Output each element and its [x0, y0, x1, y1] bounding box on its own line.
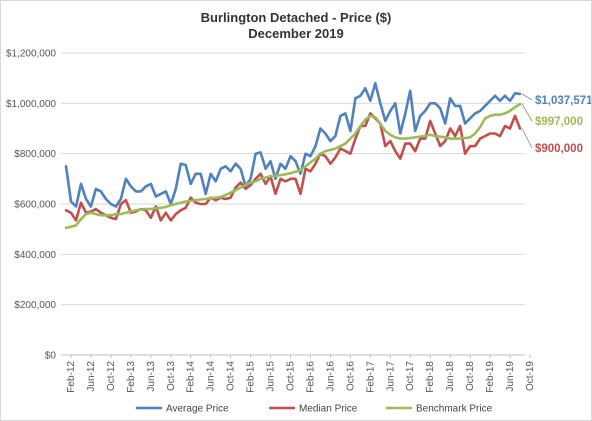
end-label-benchmark-price: $997,000	[535, 116, 583, 128]
x-tick-label: Feb-12	[66, 361, 77, 393]
x-tick-label: Feb-19	[485, 361, 496, 393]
series-line-average-price	[64, 81, 522, 208]
y-tick-label: $1,200,000	[6, 49, 56, 60]
x-tick-label: Feb-17	[365, 361, 376, 393]
legend-label: Median Price	[299, 404, 358, 415]
x-tick-label: Oct-18	[465, 361, 476, 391]
y-tick-label: $400,000	[14, 250, 56, 261]
x-tick-label: Feb-18	[425, 361, 436, 393]
x-tick-label: Feb-16	[305, 361, 316, 393]
end-label-leader	[521, 128, 533, 149]
end-label-leader	[521, 103, 533, 122]
x-tick-label: Jun-16	[325, 361, 336, 392]
x-tick-label: Oct-15	[286, 361, 297, 391]
x-tick-label: Feb-15	[246, 361, 257, 393]
x-tick-label: Feb-14	[186, 361, 197, 393]
x-tick-label: Jun-13	[146, 361, 157, 392]
x-tick-label: Jun-12	[86, 361, 97, 392]
end-label-average-price: $1,037,571	[535, 95, 591, 107]
x-tick-label: Feb-13	[126, 361, 137, 393]
y-tick-label: $0	[45, 351, 57, 362]
x-tick-label: Oct-19	[525, 361, 536, 391]
x-tick-label: Oct-14	[226, 361, 237, 391]
y-tick-label: $200,000	[14, 300, 56, 311]
chart-title: Burlington Detached - Price ($)	[200, 10, 392, 25]
x-tick-label: Jun-19	[505, 361, 516, 392]
series-line-benchmark-price	[64, 102, 522, 230]
x-tick-label: Jun-14	[206, 361, 217, 392]
legend-label: Average Price	[166, 404, 229, 415]
y-tick-label: $600,000	[14, 200, 56, 211]
x-tick-label: Oct-16	[345, 361, 356, 391]
x-tick-label: Oct-17	[405, 361, 416, 391]
x-tick-label: Jun-17	[385, 361, 396, 392]
y-tick-label: $1,000,000	[6, 99, 56, 110]
end-label-median-price: $900,000	[535, 143, 583, 155]
chart-subtitle: December 2019	[248, 26, 344, 41]
x-tick-label: Oct-12	[106, 361, 117, 391]
y-tick-label: $800,000	[14, 149, 56, 160]
x-tick-label: Oct-13	[166, 361, 177, 391]
x-tick-label: Jun-15	[266, 361, 277, 392]
end-label-leader	[521, 93, 533, 101]
legend-label: Benchmark Price	[416, 404, 493, 415]
x-tick-label: Jun-18	[445, 361, 456, 392]
